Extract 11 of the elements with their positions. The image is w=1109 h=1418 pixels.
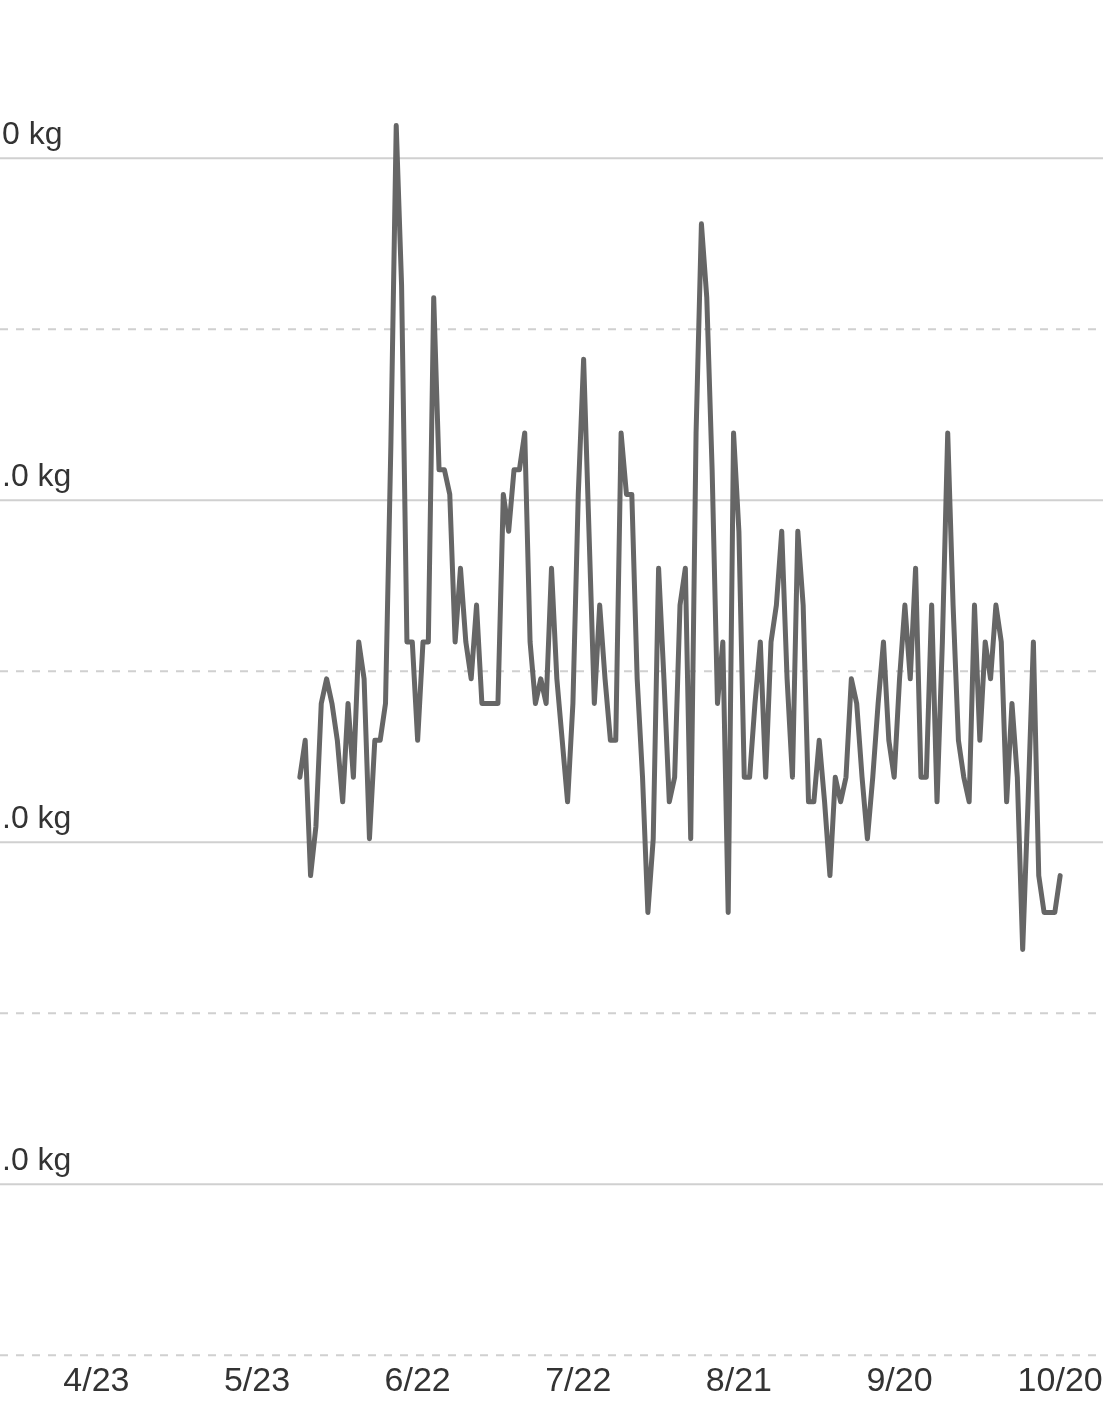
annotation: .0 kg [2, 1141, 72, 1178]
x-tick-label: 6/22 [384, 1359, 451, 1398]
x-tick-label: 10/20 [1017, 1359, 1103, 1398]
x-tick-label: 7/22 [545, 1359, 612, 1398]
x-tick-label: 4/23 [63, 1359, 130, 1398]
x-tick-label: 5/23 [223, 1359, 291, 1398]
x-tick-label: 8/21 [705, 1359, 772, 1398]
x-tick-label: 9/20 [866, 1359, 933, 1398]
annotation: .0 kg [2, 457, 72, 494]
annotation: 0 kg [2, 115, 63, 152]
annotation: .0 kg [2, 799, 72, 836]
